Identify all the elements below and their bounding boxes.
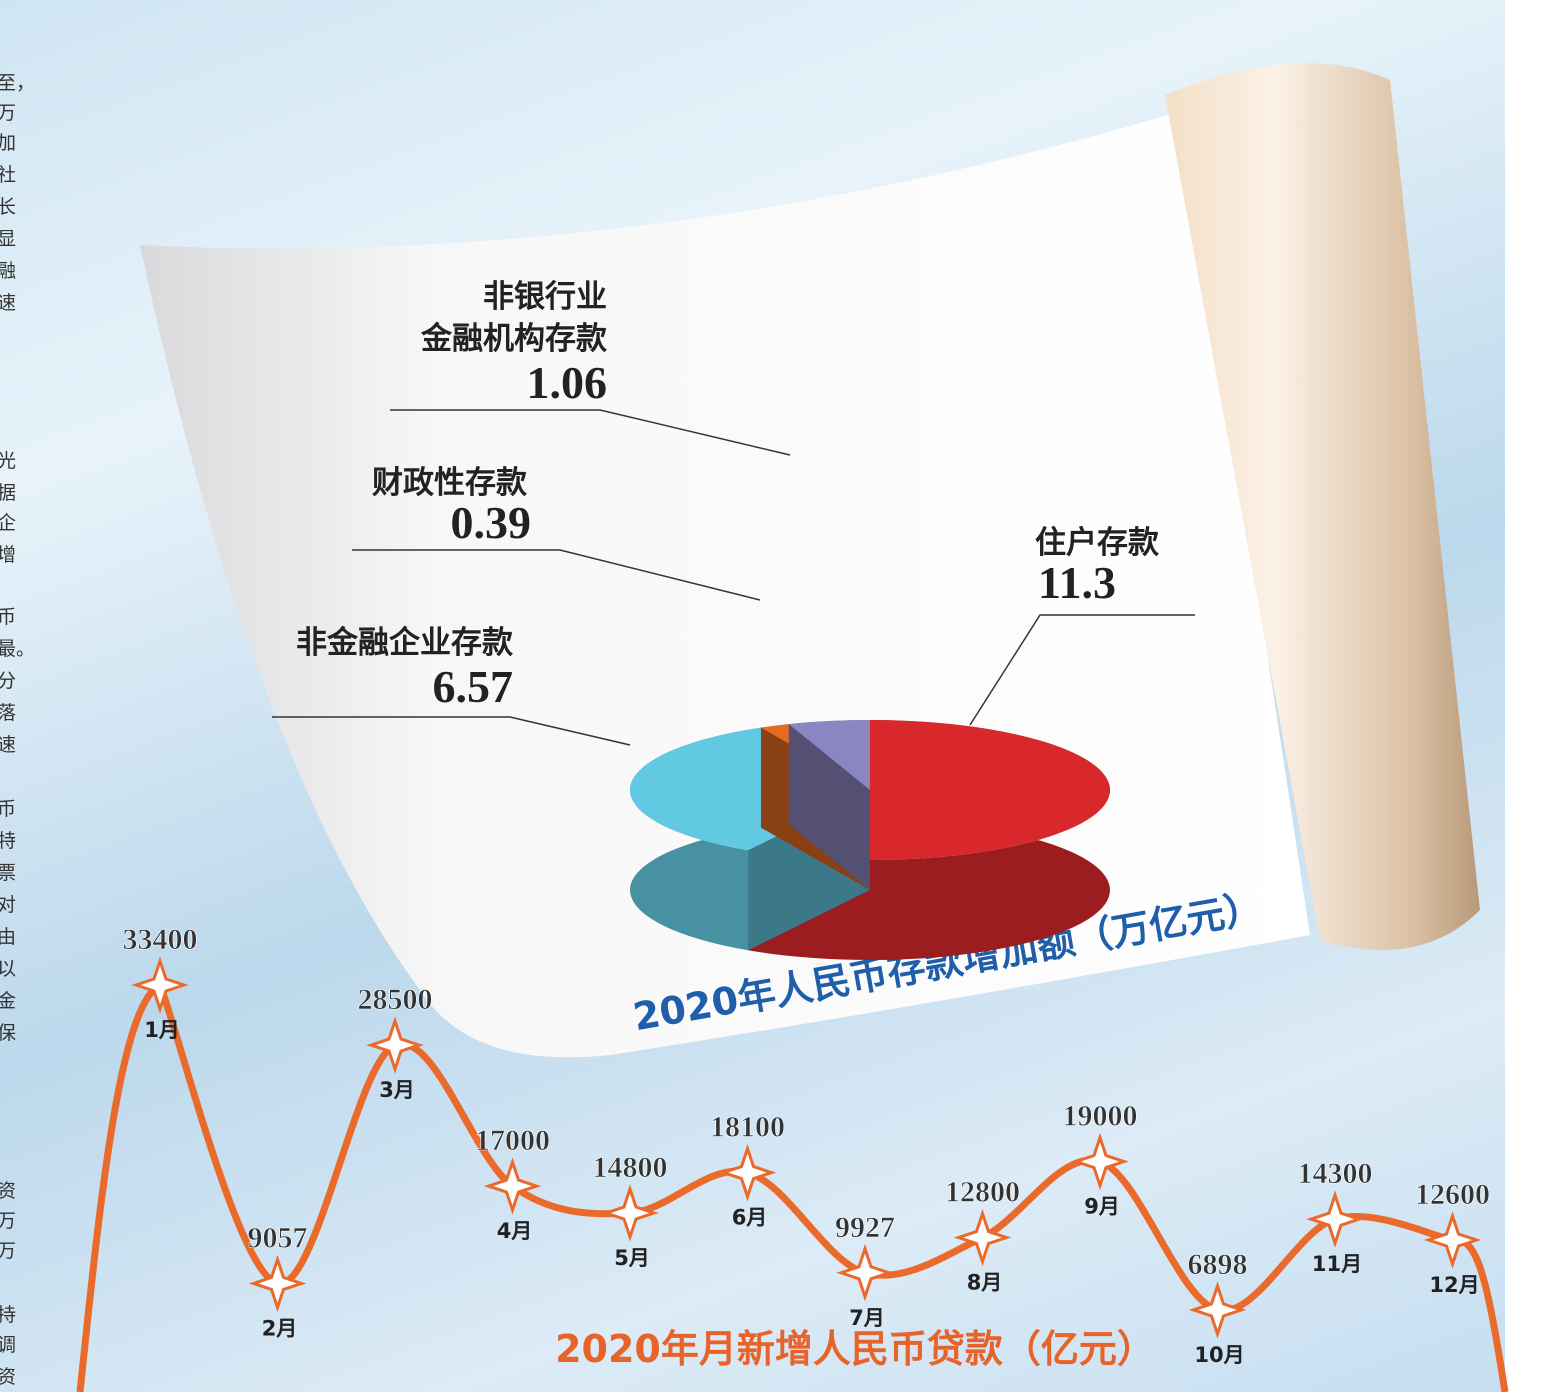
leader-line: [272, 716, 631, 746]
leader-lines: [272, 409, 1195, 746]
margin-text: 至，: [0, 72, 36, 94]
line-tail: [76, 981, 162, 1392]
point-marker: [483, 1157, 542, 1215]
value-label: 14800: [593, 1151, 668, 1184]
margin-text: 资: [0, 1366, 17, 1388]
pie-label: 非金融企业存款: [296, 625, 513, 661]
point-marker: [248, 1254, 307, 1313]
point-marker: [836, 1244, 894, 1302]
margin-text: 票: [0, 862, 17, 884]
pie-slice: [630, 727, 870, 951]
point-marker: [1423, 1211, 1482, 1269]
value-label: 33400: [123, 923, 198, 956]
point-marker: [718, 1143, 777, 1202]
value-label: 28500: [358, 983, 433, 1016]
margin-text: 增: [0, 544, 17, 566]
margin-text: 速: [0, 734, 17, 756]
margin-text: 金: [0, 990, 17, 1012]
margin-text: 分: [0, 670, 17, 692]
month-label: 1月: [144, 1018, 180, 1042]
leader-line: [969, 614, 1195, 726]
pie-label: 非银行业 金融机构存款: [421, 279, 607, 357]
margin-text: 对: [0, 894, 17, 916]
margin-text: 速: [0, 292, 17, 314]
value-label: 12800: [945, 1176, 1020, 1209]
paper-roll: [1165, 63, 1480, 950]
margin-text: 资: [0, 1180, 17, 1202]
month-label: 10月: [1194, 1343, 1244, 1367]
margin-text: 万: [0, 102, 17, 124]
point-marker: [1188, 1281, 1247, 1339]
value-label: 12600: [1415, 1178, 1490, 1211]
month-label: 3月: [379, 1078, 415, 1102]
margin-text: 加: [0, 132, 17, 154]
margin-text: 特: [0, 830, 17, 852]
month-label: 9月: [1084, 1195, 1120, 1219]
margin-text: 长: [0, 196, 17, 218]
pie-label: 财政性存款: [372, 465, 527, 501]
margin-text: 企: [0, 512, 17, 534]
month-label: 4月: [497, 1219, 533, 1243]
margin-text: 保: [0, 1022, 17, 1044]
margin-text: 万: [0, 1240, 17, 1262]
month-label: 5月: [614, 1246, 650, 1270]
slice-wall: [788, 724, 870, 890]
pie-label: 住户存款: [1035, 525, 1159, 561]
margin-text: 万: [0, 1210, 17, 1232]
pie-slice: [788, 720, 870, 890]
line-title: 2020年月新增人民币贷款（亿元）: [555, 1327, 1155, 1371]
point-marker: [601, 1184, 659, 1242]
margin-text: 币: [0, 798, 17, 820]
pie-value-label: 1.06: [526, 357, 608, 408]
point-marker: [131, 956, 189, 1014]
month-label: 2月: [262, 1316, 298, 1340]
margin-text: 光: [0, 450, 17, 472]
margin-text: 据: [0, 482, 17, 504]
margin-text: 由: [0, 926, 17, 948]
value-label: 17000: [475, 1124, 550, 1157]
margin-text: 融: [0, 260, 17, 282]
month-label: 6月: [732, 1206, 768, 1230]
point-marker: [1306, 1190, 1364, 1248]
margin-text: 最。: [0, 638, 36, 660]
margin-text: 调: [0, 1334, 17, 1356]
point-marker: [953, 1208, 1012, 1267]
margin-text: 社: [0, 164, 17, 186]
margin-text: 币: [0, 606, 17, 628]
value-label: 9927: [835, 1211, 895, 1244]
value-label: 6898: [1188, 1248, 1248, 1281]
margin-text: 显: [0, 228, 17, 250]
value-label: 14300: [1298, 1157, 1373, 1190]
month-label: 12月: [1429, 1273, 1479, 1297]
pie-value-label: 0.39: [450, 497, 532, 548]
margin-text: 以: [0, 958, 17, 980]
margin-text: 持: [0, 1304, 17, 1326]
margin-text: 落: [0, 702, 17, 724]
line-tail: [1451, 1236, 1509, 1392]
pie-value-label: 6.57: [432, 661, 514, 712]
value-label: 19000: [1063, 1100, 1138, 1133]
month-label: 7月: [849, 1306, 885, 1330]
leader-line: [390, 409, 791, 456]
value-label: 18100: [710, 1111, 785, 1144]
slice-top: [788, 720, 870, 790]
month-label: 8月: [967, 1271, 1003, 1295]
value-label: 9057: [248, 1221, 308, 1254]
month-label: 11月: [1312, 1252, 1362, 1276]
leader-line: [352, 549, 761, 601]
point-marker: [366, 1016, 424, 1074]
point-marker: [1071, 1132, 1129, 1191]
pie-value-label: 11.3: [1038, 557, 1116, 608]
loan-line: [156, 983, 1454, 1315]
